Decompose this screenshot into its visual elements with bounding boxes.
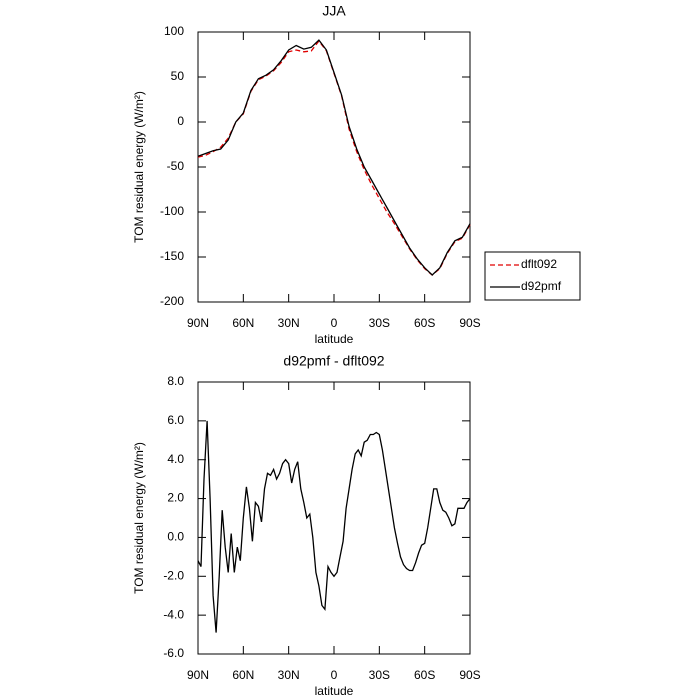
x-tick-label: 90S — [459, 316, 480, 330]
y-tick-label: 0 — [177, 114, 184, 128]
x-axis-label: latitude — [315, 332, 354, 346]
legend-box — [484, 251, 581, 301]
x-tick-label: 30S — [369, 316, 390, 330]
y-tick-label: -50 — [167, 159, 185, 173]
y-tick-label: -200 — [160, 294, 184, 308]
x-tick-label: 90N — [187, 668, 209, 682]
chart-title: JJA — [322, 3, 346, 19]
y-tick-label: -4.0 — [163, 607, 184, 621]
x-tick-label: 30N — [278, 316, 300, 330]
y-tick-label: 2.0 — [167, 491, 184, 505]
data-line — [197, 39, 471, 276]
x-tick-label: 0 — [331, 668, 338, 682]
y-tick-label: -6.0 — [163, 646, 184, 660]
chart-title: d92pmf - dflt092 — [283, 353, 384, 369]
x-tick-label: 60S — [414, 668, 435, 682]
y-tick-label: 100 — [164, 24, 184, 38]
y-tick-label: 50 — [171, 69, 185, 83]
x-tick-label: 60S — [414, 316, 435, 330]
y-tick-label: 0.0 — [167, 530, 184, 544]
y-tick-label: 6.0 — [167, 413, 184, 427]
y-tick-label: 4.0 — [167, 452, 184, 466]
x-tick-label: 60N — [232, 668, 254, 682]
y-axis-label: TOM residual energy (W/m²) — [132, 442, 146, 594]
x-tick-label: 60N — [232, 316, 254, 330]
y-tick-label: 8.0 — [167, 374, 184, 388]
y-axis-label: TOM residual energy (W/m²) — [132, 91, 146, 243]
x-tick-label: 90S — [459, 668, 480, 682]
x-tick-label: 0 — [331, 316, 338, 330]
x-axis-label: latitude — [315, 684, 354, 698]
data-line — [197, 420, 471, 633]
legend-label: dflt092 — [521, 257, 557, 271]
data-line — [197, 39, 471, 276]
x-tick-label: 90N — [187, 316, 209, 330]
y-tick-label: -100 — [160, 204, 184, 218]
y-tick-label: -150 — [160, 249, 184, 263]
legend-label: d92pmf — [521, 279, 562, 293]
y-tick-label: -2.0 — [163, 568, 184, 582]
x-tick-label: 30S — [369, 668, 390, 682]
x-tick-label: 30N — [278, 668, 300, 682]
